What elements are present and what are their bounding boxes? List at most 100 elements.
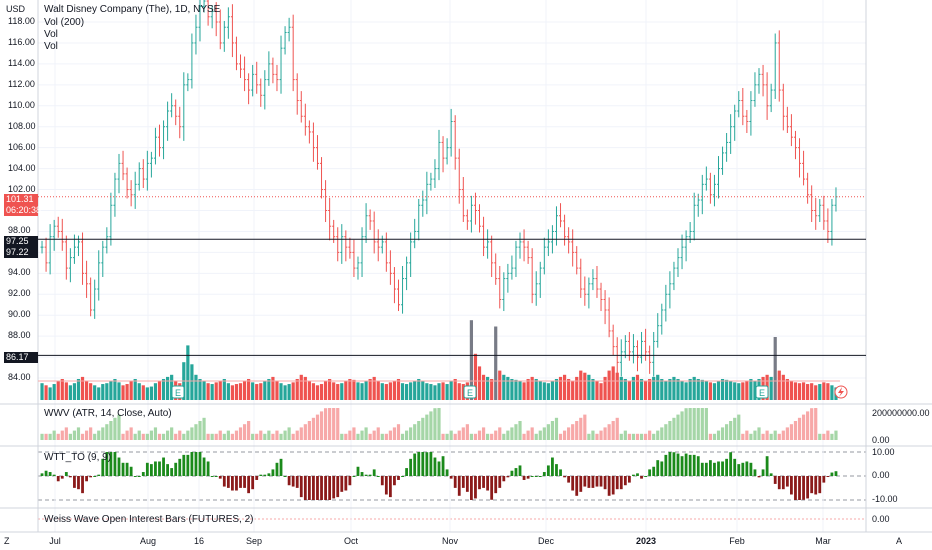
volume-bar [392,381,397,400]
volume-bar [384,384,388,400]
wwv-bar [198,421,202,440]
price-bar [40,240,44,254]
price-bar [595,266,599,298]
volume-bar [522,382,526,400]
price-bar [798,138,802,178]
price-bar [546,229,550,257]
wwv-bar [668,421,672,440]
volume-bar [781,374,785,400]
wtt-bar [295,476,299,488]
volume-bar [729,381,733,400]
wwv-bar [336,408,340,440]
earnings-marker[interactable]: E [463,385,477,399]
wtt-bar [644,476,647,477]
wwv-bar [810,408,814,440]
dividend-marker[interactable] [834,385,848,399]
volume-bar [745,381,749,400]
volume-bar [607,370,611,400]
wtt-bar [158,461,161,476]
volume-bar [287,384,291,400]
indicator-vol-1[interactable]: Vol [44,29,58,40]
price-bar [133,171,137,209]
wwv-bar [822,433,826,440]
wtt-bar [510,470,514,476]
wtt-bar [291,476,295,487]
volume-bar [230,385,235,400]
wwv-bar [141,433,145,440]
price-bar [741,87,745,126]
price-bar [324,180,328,223]
wtt-bar [401,476,404,477]
wwv-bar [615,417,619,440]
price-bar [214,2,218,37]
wwv-bar [170,427,174,440]
wwv-bar [465,424,469,440]
wwv-bar [421,417,425,440]
wwv-bar [190,427,194,440]
wwv-bar [52,430,56,440]
wwv-bar [660,427,664,440]
volume-bar [591,379,595,400]
wwv-bar [603,427,607,440]
wtt-bar [559,469,562,476]
volume-bar [716,381,721,400]
volume-bar [558,376,563,400]
indicator-vol-2[interactable]: Vol [44,41,58,52]
wtt-bar [636,473,639,476]
price-bar [251,64,255,97]
earnings-marker[interactable]: E [755,385,769,399]
volume-bar [656,374,660,400]
volume-bar [822,382,826,400]
symbol-title[interactable]: Walt Disney Company (The), 1D, NYSE [44,4,221,15]
wwv-bar [546,424,550,440]
weiss-pane-title[interactable]: Weiss Wave Open Interest Bars (FUTURES, … [44,514,254,525]
wwv-bar [793,421,798,440]
wtt-bar [218,476,222,479]
wtt-bar [676,453,680,476]
wtt-bar [174,462,178,476]
indicator-vol-200[interactable]: Vol (200) [44,17,85,28]
volume-bar [125,384,129,400]
wtt-bar [324,476,327,500]
grid-lines [38,0,866,532]
wtt-bar [101,458,105,476]
price-bar [433,159,437,188]
wtt-bar [640,476,643,479]
volume-bar [445,384,449,400]
auto-scale-z[interactable]: Z [4,536,10,546]
wwv-bar [113,417,117,440]
volume-bar [546,383,550,400]
wtt-bar [571,476,575,491]
wwv-pane-title[interactable]: WWV (ATR, 14, Close, Auto) [44,408,172,419]
volume-bar [668,379,672,400]
wwv-bar [242,424,247,440]
earnings-marker[interactable]: E [171,385,185,399]
wwv-bar [627,433,631,440]
volume-bar [344,381,348,400]
volume-bar [161,379,166,400]
auto-scale-a[interactable]: A [896,536,903,546]
wtt-bar [632,474,635,476]
wwv-bar [429,411,433,440]
wtt-bar [765,456,769,476]
price-tick: 112.00 [8,78,35,89]
volume-bar [413,381,417,400]
volume-bar [121,385,125,400]
price-bar [793,130,797,160]
price-bar [68,248,72,283]
price-bar [676,248,680,277]
volume-bar [255,384,259,400]
price-bar [352,239,356,277]
volume-bar [567,379,571,400]
wtt-bar [263,474,267,476]
wtt-bar [267,473,271,476]
wtt-bar [567,476,571,483]
wwv-bar [652,433,656,440]
wwv-bar [737,414,741,440]
wwv-bar [56,433,60,440]
wtt-pane-title[interactable]: WTT_TO (9, 9) [44,452,112,463]
volume-bar [259,383,263,400]
price-bar [668,271,672,309]
